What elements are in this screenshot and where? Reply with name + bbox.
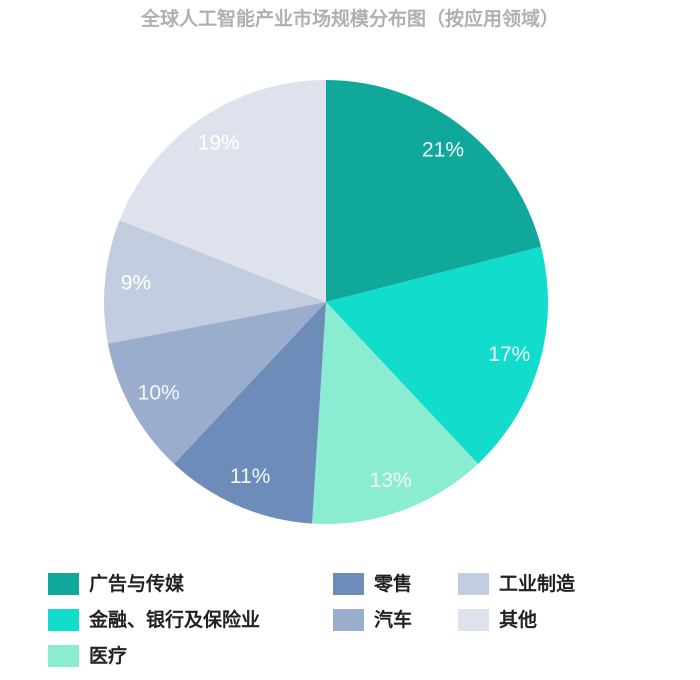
legend-swatch xyxy=(333,573,364,595)
slice-label: 9% xyxy=(121,272,151,295)
slice-label: 19% xyxy=(198,132,240,155)
legend-swatch xyxy=(48,645,79,667)
pie-slice xyxy=(107,302,327,464)
legend-label: 广告与传媒 xyxy=(89,572,185,595)
slice-label: 17% xyxy=(488,343,530,366)
pie-slice xyxy=(326,80,542,302)
pie-slice xyxy=(312,302,478,525)
legend-label: 零售 xyxy=(373,572,412,595)
legend-label: 医疗 xyxy=(89,644,127,667)
legend-swatch xyxy=(48,609,79,631)
legend-label: 汽车 xyxy=(374,608,412,631)
pie-slice xyxy=(104,220,326,344)
legend-label: 其他 xyxy=(499,608,537,631)
legend-swatch xyxy=(458,573,489,595)
legend-swatch xyxy=(333,609,364,631)
legend-label: 工业制造 xyxy=(499,572,576,595)
legend-swatch xyxy=(48,573,79,595)
legend-label: 金融、银行及保险业 xyxy=(88,608,260,631)
legend-swatch xyxy=(458,609,489,631)
slice-label: 10% xyxy=(138,382,180,405)
slice-label: 11% xyxy=(230,465,270,488)
slice-label: 13% xyxy=(370,469,412,492)
slice-label: 21% xyxy=(422,139,464,162)
chart-title: 全球人工智能产业市场规模分布图（按应用领域） xyxy=(140,7,559,30)
pie-slice xyxy=(174,302,326,524)
pie-slice xyxy=(326,246,548,464)
pie-slice xyxy=(119,80,326,302)
